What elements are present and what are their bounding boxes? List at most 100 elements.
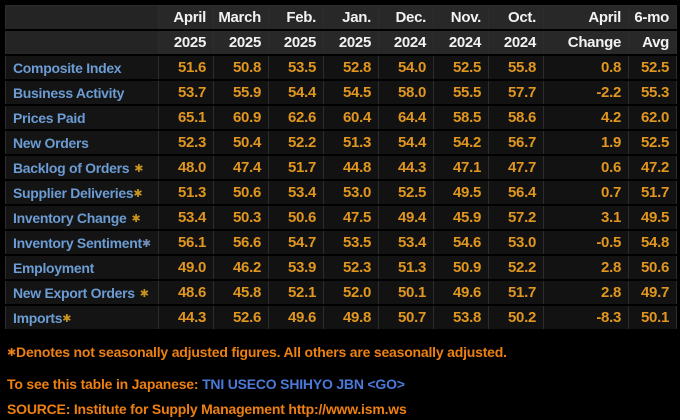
header-label-spacer bbox=[5, 5, 159, 31]
value-cell: 47.1 bbox=[433, 155, 489, 181]
value-cell: 0.7 bbox=[543, 180, 629, 206]
value-cell: 51.7 bbox=[628, 180, 677, 206]
value-cell: 50.8 bbox=[213, 55, 269, 81]
value-cell: 53.5 bbox=[268, 55, 324, 81]
footnote-source: SOURCE: Institute for Supply Management … bbox=[7, 401, 407, 417]
table-row: Employment 49.0 46.2 53.9 52.3 51.3 50.9 52.2 2.… bbox=[5, 255, 677, 281]
value-cell: 1.9 bbox=[543, 130, 629, 156]
column-header-year-8: Avg bbox=[628, 30, 677, 56]
value-cell: 45.9 bbox=[433, 205, 489, 231]
column-header-year-0: 2025 bbox=[158, 30, 214, 56]
value-cell: -0.5 bbox=[543, 230, 629, 256]
value-cell: 48.0 bbox=[158, 155, 214, 181]
column-header-month-1: March bbox=[213, 5, 269, 31]
value-cell: 50.6 bbox=[628, 255, 677, 281]
row-label: Business Activity bbox=[5, 80, 159, 106]
value-cell: 55.3 bbox=[628, 80, 677, 106]
value-cell: 58.6 bbox=[488, 105, 544, 131]
row-label-text: Imports bbox=[13, 309, 63, 326]
column-header-year-7: Change bbox=[543, 30, 629, 56]
value-cell: 44.3 bbox=[158, 305, 214, 331]
column-header-year-4: 2024 bbox=[378, 30, 434, 56]
footnote-seasonal-adjustment: ✱Denotes not seasonally adjusted figures… bbox=[5, 344, 676, 360]
value-cell: 0.8 bbox=[543, 55, 629, 81]
value-cell: 50.6 bbox=[268, 205, 324, 231]
value-cell: 53.4 bbox=[158, 205, 214, 231]
table-row: Supplier Deliveries✱ 51.3 50.6 53.4 53.0 52.5… bbox=[5, 180, 677, 206]
value-cell: 54.2 bbox=[433, 130, 489, 156]
value-cell: 54.4 bbox=[378, 130, 434, 156]
column-header-month-8: 6-mo bbox=[628, 5, 677, 31]
column-header-month-3: Jan. bbox=[323, 5, 379, 31]
value-cell: 56.1 bbox=[158, 230, 214, 256]
value-cell: 46.2 bbox=[213, 255, 269, 281]
row-label-text: Backlog of Orders bbox=[13, 159, 130, 176]
value-cell: 49.4 bbox=[378, 205, 434, 231]
column-header-year-2: 2025 bbox=[268, 30, 324, 56]
value-cell: 52.5 bbox=[433, 55, 489, 81]
nsa-asterisk-icon: ✱ bbox=[139, 287, 149, 300]
value-cell: 47.5 bbox=[323, 205, 379, 231]
japanese-command-link[interactable]: TNI USECO SHIHYO JBN <GO> bbox=[202, 376, 405, 392]
value-cell: 52.3 bbox=[323, 255, 379, 281]
value-cell: 51.3 bbox=[158, 180, 214, 206]
nsa-asterisk-icon: ✱ bbox=[141, 237, 152, 250]
column-header-month-5: Nov. bbox=[433, 5, 489, 31]
value-cell: 2.8 bbox=[543, 255, 629, 281]
header-row-month: April March Feb. Jan. Dec. Nov. Oct. April 6-mo bbox=[5, 5, 677, 31]
value-cell: 50.1 bbox=[628, 305, 677, 331]
value-cell: 52.6 bbox=[213, 305, 269, 331]
column-header-month-4: Dec. bbox=[378, 5, 434, 31]
value-cell: 49.8 bbox=[323, 305, 379, 331]
column-header-year-6: 2024 bbox=[488, 30, 544, 56]
value-cell: 62.6 bbox=[268, 105, 324, 131]
value-cell: 52.5 bbox=[628, 55, 677, 81]
value-cell: 56.7 bbox=[488, 130, 544, 156]
row-label: New Orders bbox=[5, 130, 159, 156]
value-cell: 55.9 bbox=[213, 80, 269, 106]
value-cell: 47.7 bbox=[488, 155, 544, 181]
value-cell: 55.5 bbox=[433, 80, 489, 106]
row-label: Supplier Deliveries✱ bbox=[5, 180, 159, 206]
value-cell: 54.6 bbox=[433, 230, 489, 256]
value-cell: 53.7 bbox=[158, 80, 214, 106]
value-cell: 44.3 bbox=[378, 155, 434, 181]
value-cell: 49.6 bbox=[433, 280, 489, 306]
row-label: Prices Paid bbox=[5, 105, 159, 131]
value-cell: -2.2 bbox=[543, 80, 629, 106]
column-header-month-0: April bbox=[158, 5, 214, 31]
value-cell: 52.8 bbox=[323, 55, 379, 81]
value-cell: 50.7 bbox=[378, 305, 434, 331]
value-cell: 2.8 bbox=[543, 280, 629, 306]
value-cell: 60.4 bbox=[323, 105, 379, 131]
header-row-year: 2025 2025 2025 2025 2024 2024 2024 Change Avg bbox=[5, 30, 677, 56]
value-cell: 52.3 bbox=[158, 130, 214, 156]
value-cell: 51.7 bbox=[268, 155, 324, 181]
value-cell: 47.2 bbox=[628, 155, 677, 181]
footnote-japanese: To see this table in Japanese: TNI USECO… bbox=[5, 376, 676, 392]
row-label-text: Business Activity bbox=[13, 84, 125, 101]
value-cell: 51.3 bbox=[378, 255, 434, 281]
value-cell: 51.3 bbox=[323, 130, 379, 156]
value-cell: 54.4 bbox=[268, 80, 324, 106]
value-cell: 58.5 bbox=[433, 105, 489, 131]
table-row: Business Activity 53.7 55.9 54.4 54.5 58.0 55.… bbox=[5, 80, 677, 106]
value-cell: 3.1 bbox=[543, 205, 629, 231]
value-cell: 50.1 bbox=[378, 280, 434, 306]
value-cell: 45.8 bbox=[213, 280, 269, 306]
nsa-asterisk-icon: ✱ bbox=[62, 312, 72, 325]
table-row: Inventory Change ✱ 53.4 50.3 50.6 47.5 49.4 45.… bbox=[5, 205, 677, 231]
value-cell: 50.4 bbox=[213, 130, 269, 156]
row-label-text: Inventory Change bbox=[13, 209, 127, 226]
value-cell: 53.4 bbox=[268, 180, 324, 206]
nsa-asterisk-icon: ✱ bbox=[134, 162, 144, 175]
value-cell: 56.4 bbox=[488, 180, 544, 206]
value-cell: 53.0 bbox=[323, 180, 379, 206]
column-header-month-7: April bbox=[543, 5, 629, 31]
value-cell: 54.0 bbox=[378, 55, 434, 81]
row-label: Composite Index bbox=[5, 55, 159, 81]
table-row: Backlog of Orders ✱ 48.0 47.4 51.7 44.8 44.3 47… bbox=[5, 155, 677, 181]
value-cell: 51.6 bbox=[158, 55, 214, 81]
value-cell: 53.5 bbox=[323, 230, 379, 256]
